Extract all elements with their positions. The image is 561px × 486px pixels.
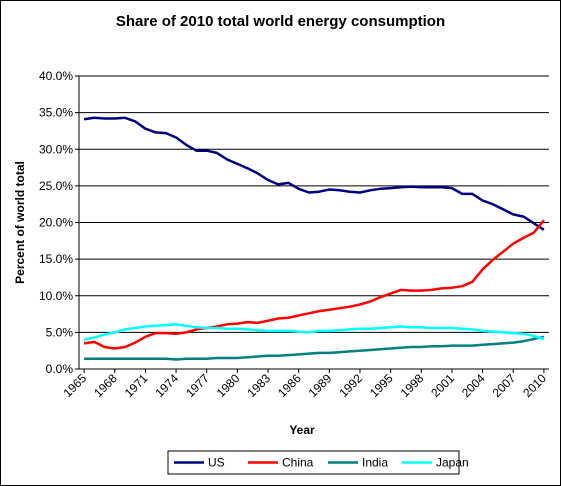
x-tick-label: 1971 — [122, 371, 151, 400]
y-tick-label: 40.0% — [39, 69, 73, 83]
series-line-japan — [83, 323, 545, 341]
series-line-china — [83, 219, 545, 350]
x-tick-label: 1998 — [398, 371, 427, 400]
y-tick-label: 10.0% — [39, 289, 73, 303]
legend-label-us: US — [208, 456, 225, 470]
x-axis-title: Year — [289, 423, 315, 437]
x-tick-label: 1974 — [152, 371, 181, 400]
y-tick-label: 25.0% — [39, 179, 73, 193]
x-tick-label: 2004 — [459, 371, 488, 400]
chart-title: Share of 2010 total world energy consump… — [115, 13, 446, 30]
x-tick-label: 1977 — [183, 371, 212, 400]
y-tick-label: 35.0% — [39, 106, 73, 120]
x-tick-label: 1968 — [91, 371, 120, 400]
x-tick-label: 1992 — [336, 371, 365, 400]
legend-label-india: India — [362, 456, 388, 470]
y-tick-label: 20.0% — [39, 216, 73, 230]
legend-label-japan: Japan — [436, 456, 469, 470]
x-tick-label: 2010 — [520, 371, 549, 400]
x-tick-label: 2001 — [428, 371, 457, 400]
y-axis-title: Percent of world total — [13, 161, 27, 284]
y-tick-label: 5.0% — [46, 325, 74, 339]
x-tick-label: 1983 — [244, 371, 273, 400]
x-tick-label: 2007 — [490, 371, 519, 400]
y-tick-label: 15.0% — [39, 252, 73, 266]
y-tick-label: 30.0% — [39, 142, 73, 156]
x-tick-label: 1980 — [214, 371, 243, 400]
legend-box — [167, 450, 460, 475]
series-line-us — [83, 116, 545, 231]
legend-label-china: China — [282, 456, 314, 470]
x-tick-label: 1986 — [275, 371, 304, 400]
x-tick-label: 1995 — [367, 371, 396, 400]
x-tick-label: 1989 — [306, 371, 335, 400]
series-line-india — [84, 335, 545, 361]
y-tick-label: 0.0% — [46, 362, 74, 376]
